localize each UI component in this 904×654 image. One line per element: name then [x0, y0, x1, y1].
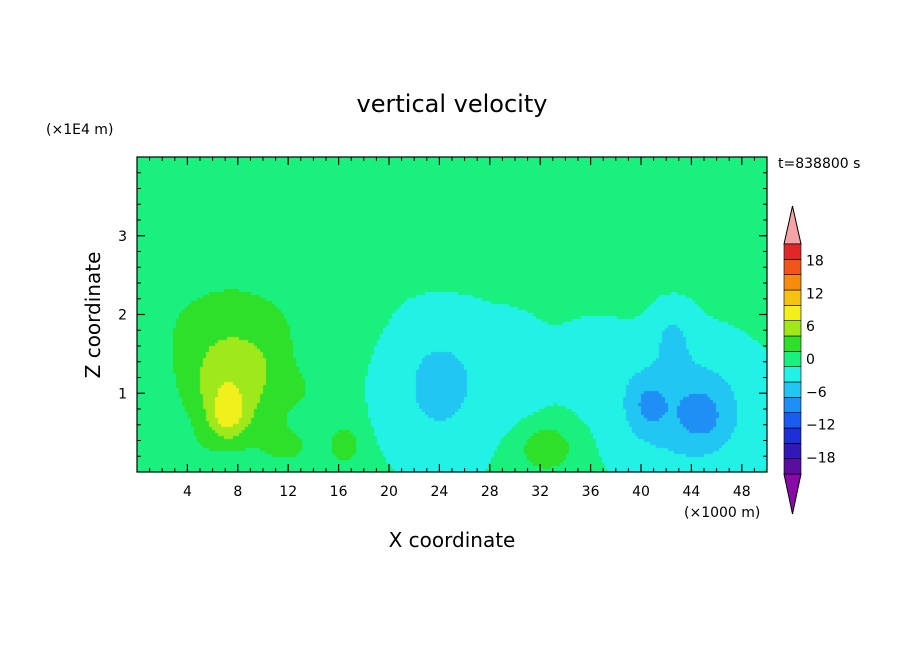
- x-tick-label: 48: [733, 484, 751, 500]
- colorbar-swatch: [783, 443, 802, 459]
- colorbar-tick-label: −6: [806, 385, 827, 401]
- colorbar-swatch: [783, 305, 802, 321]
- colorbar-tick-label: 18: [806, 253, 824, 269]
- x-tick-label: 32: [531, 484, 549, 500]
- y-tick-label: 1: [118, 386, 127, 402]
- colorbar-tick-label: −18: [806, 451, 836, 467]
- x-unit-label: (×1000 m): [684, 505, 760, 521]
- colorbar-tick-label: 0: [806, 352, 815, 368]
- x-tick-label: 28: [481, 484, 499, 500]
- y-axis: 1 2 3: [118, 172, 767, 457]
- colorbar-swatch: [783, 243, 802, 260]
- colorbar-tick-label: 6: [806, 319, 815, 335]
- x-tick-label: 12: [279, 484, 297, 500]
- colorbar-swatch: [783, 274, 802, 291]
- chart-title: vertical velocity: [357, 90, 548, 118]
- colorbar-swatch: [783, 320, 802, 337]
- colorbar-swatch: [783, 397, 802, 413]
- colorbar-swatch: [783, 335, 802, 352]
- y-tick-label: 3: [118, 229, 127, 245]
- colorbar: −18 −12 −6 0 6 12 18: [783, 205, 836, 515]
- colorbar-swatch: [783, 259, 802, 275]
- x-tick-label: 36: [582, 484, 600, 500]
- colorbar-tick-label: 12: [806, 286, 824, 302]
- x-tick-label: 44: [682, 484, 700, 500]
- colorbar-under-triangle: [783, 473, 802, 515]
- heatmap-image: [137, 157, 767, 472]
- colorbar-tick-label: −12: [806, 418, 836, 434]
- colorbar-swatch: [783, 427, 802, 444]
- colorbar-swatch: [783, 381, 802, 398]
- x-tick-label: 16: [330, 484, 348, 500]
- colorbar-over-triangle: [783, 205, 802, 245]
- colorbar-swatch: [783, 366, 802, 383]
- colorbar-swatch: [783, 412, 802, 429]
- x-axis: 4 8 12 16 20 24 28 32 36 40 44 48: [149, 157, 755, 500]
- colorbar-swatch: [783, 458, 802, 475]
- y-axis-title: Z coordinate: [81, 252, 105, 379]
- time-label: t=838800 s: [778, 156, 860, 172]
- x-axis-title: X coordinate: [389, 528, 516, 552]
- heatmap-plot: [136, 156, 768, 473]
- colorbar-swatch: [783, 351, 802, 367]
- x-tick-label: 40: [632, 484, 650, 500]
- x-tick-label: 24: [430, 484, 448, 500]
- x-tick-label: 4: [183, 484, 192, 500]
- colorbar-swatch: [783, 289, 802, 306]
- x-tick-label: 20: [380, 484, 398, 500]
- y-tick-label: 2: [118, 308, 127, 324]
- x-tick-label: 8: [233, 484, 242, 500]
- y-unit-label: (×1E4 m): [46, 122, 113, 138]
